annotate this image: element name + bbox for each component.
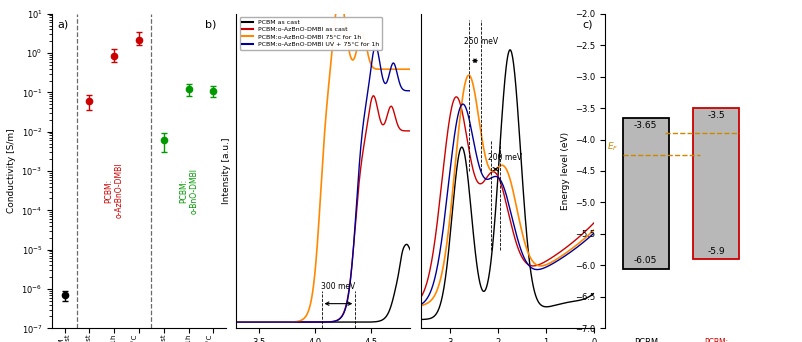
Text: 200 meV: 200 meV bbox=[488, 153, 522, 162]
Bar bbox=[693, 108, 739, 259]
Y-axis label: Intensity [a.u.]: Intensity [a.u.] bbox=[222, 138, 231, 204]
Bar bbox=[622, 118, 669, 268]
Text: -3.5: -3.5 bbox=[707, 111, 725, 120]
Text: a): a) bbox=[57, 20, 69, 30]
Text: -6.05: -6.05 bbox=[634, 256, 658, 265]
Text: 300 meV: 300 meV bbox=[322, 282, 355, 291]
Text: PCBM:
o-AzBnO-DMBI: PCBM: o-AzBnO-DMBI bbox=[688, 338, 743, 342]
Y-axis label: Energy level (eV): Energy level (eV) bbox=[561, 132, 569, 210]
Text: b): b) bbox=[205, 20, 217, 30]
Text: PCBM:
o-BnO-DMBI: PCBM: o-BnO-DMBI bbox=[179, 168, 198, 214]
Text: PCBM: PCBM bbox=[634, 338, 658, 342]
Text: PCBM:
o-AzBnO-DMBI: PCBM: o-AzBnO-DMBI bbox=[104, 163, 124, 219]
Y-axis label: Conductivity [S/m]: Conductivity [S/m] bbox=[6, 129, 16, 213]
Text: $E_F$: $E_F$ bbox=[607, 140, 619, 153]
Text: c): c) bbox=[583, 20, 593, 30]
Legend: PCBM as cast, PCBM:o-AzBnO-DMBI as cast, PCBM:o-AzBnO-DMBI 75°C for 1h, PCBM:o-A: PCBM as cast, PCBM:o-AzBnO-DMBI as cast,… bbox=[240, 17, 382, 50]
Text: -3.65: -3.65 bbox=[634, 121, 658, 130]
Text: -5.9: -5.9 bbox=[707, 247, 725, 256]
Text: 250 meV: 250 meV bbox=[464, 37, 498, 46]
